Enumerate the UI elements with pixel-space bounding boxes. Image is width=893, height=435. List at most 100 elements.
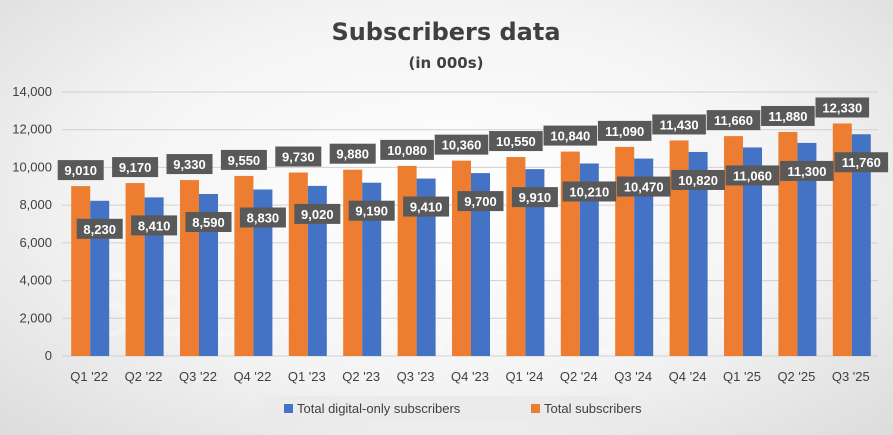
data-label-box <box>112 157 159 178</box>
bar <box>615 146 635 356</box>
bar <box>634 158 654 356</box>
x-tick-label: Q1 '24 <box>505 369 543 384</box>
data-label: 8,590 <box>192 215 225 230</box>
data-label-box <box>220 149 267 170</box>
data-label-box <box>294 203 341 224</box>
x-tick-label: Q4 '23 <box>451 369 489 384</box>
data-label-box <box>380 139 434 160</box>
legend-swatch <box>531 404 540 413</box>
bar <box>234 175 254 356</box>
data-label: 9,330 <box>173 157 206 172</box>
data-label: 11,300 <box>787 164 826 179</box>
bar <box>832 123 852 357</box>
bar <box>452 160 471 356</box>
legend: Total digital-only subscribers Total subs… <box>262 396 642 422</box>
data-label: 9,010 <box>64 163 97 178</box>
x-tick-label: Q2 '25 <box>777 369 815 384</box>
data-label: 9,880 <box>336 147 369 162</box>
bar <box>288 172 308 356</box>
data-label-box <box>239 207 286 228</box>
data-label: 9,910 <box>519 190 552 205</box>
bar <box>307 185 327 356</box>
bar <box>797 142 817 356</box>
data-label: 9,410 <box>410 200 443 215</box>
bars <box>71 123 871 357</box>
data-label-box <box>166 154 213 175</box>
data-label-box <box>671 169 725 190</box>
bar <box>506 157 526 356</box>
data-label: 9,170 <box>119 160 152 175</box>
bar <box>397 165 417 356</box>
data-label-box <box>76 218 123 239</box>
bar <box>180 180 199 356</box>
data-label-box <box>275 146 322 167</box>
y-tick-label: 14,000 <box>12 84 52 99</box>
y-tick-label: 2,000 <box>19 310 52 325</box>
bar <box>343 169 363 356</box>
data-label-box <box>834 152 889 173</box>
x-tick-label: Q1 '23 <box>288 369 326 384</box>
x-tick-label: Q4 '24 <box>669 369 707 384</box>
data-label-box <box>725 165 780 186</box>
data-labels: 8,230 8,410 8,590 8,830 9,020 9,190 9,410 9,700… <box>57 97 889 239</box>
y-tick-label: 12,000 <box>12 122 52 137</box>
y-tick-label: 0 <box>45 348 52 363</box>
data-label: 11,660 <box>714 113 753 128</box>
data-label: 9,020 <box>301 207 334 222</box>
data-label: 11,880 <box>768 109 807 124</box>
legend-label: Total subscribers <box>544 401 642 416</box>
data-label: 11,430 <box>660 117 699 132</box>
y-tick-label: 6,000 <box>19 235 52 250</box>
bar <box>199 194 218 356</box>
bar <box>724 136 743 356</box>
data-label: 10,080 <box>387 143 427 158</box>
bar <box>579 163 599 356</box>
data-label: 11,060 <box>733 168 772 183</box>
data-label: 10,550 <box>496 134 536 149</box>
data-label-box <box>57 160 104 181</box>
data-label-box <box>761 105 815 126</box>
x-tick-label: Q3 '25 <box>832 369 870 384</box>
bar <box>743 147 762 356</box>
x-tick-label: Q2 '23 <box>342 369 380 384</box>
bar <box>778 131 798 356</box>
x-tick-label: Q3 '22 <box>179 369 217 384</box>
data-label-box <box>185 212 232 233</box>
data-label-box <box>562 181 617 202</box>
data-label-box <box>616 176 671 197</box>
data-label-box <box>489 131 543 152</box>
data-label-box <box>348 200 395 221</box>
x-tick-label: Q3 '24 <box>614 369 652 384</box>
data-label: 8,830 <box>247 210 280 225</box>
data-label: 8,410 <box>138 218 171 233</box>
x-tick-label: Q4 '22 <box>233 369 271 384</box>
data-label: 9,700 <box>464 194 497 209</box>
bar <box>71 186 91 356</box>
x-tick-label: Q2 '24 <box>560 369 598 384</box>
data-label: 10,470 <box>624 180 664 195</box>
data-label: 11,090 <box>605 124 644 139</box>
bar <box>90 200 110 356</box>
bar <box>471 173 490 356</box>
y-tick-label: 4,000 <box>19 273 52 288</box>
data-label-box <box>780 160 834 181</box>
data-label-box <box>815 97 870 118</box>
y-axis: 0 2,000 4,000 6,000 8,000 10,000 12,000 14,000 <box>12 84 52 363</box>
x-axis: Q1 '22 Q2 '22 Q3 '22 Q4 '22 Q1 '23 Q2 '23 Q3 '… <box>70 369 870 384</box>
data-label-box <box>511 187 558 208</box>
data-label-box <box>652 114 706 135</box>
bar <box>851 134 871 356</box>
bar <box>125 183 145 356</box>
data-label: 9,190 <box>355 204 388 219</box>
x-tick-label: Q1 '22 <box>70 369 108 384</box>
bar <box>253 189 273 356</box>
bar <box>362 182 382 356</box>
chart-subtitle: (in 000s) <box>409 54 484 72</box>
legend-label: Total digital-only subscribers <box>297 401 461 416</box>
y-tick-label: 10,000 <box>12 159 52 174</box>
data-label-box <box>457 191 504 212</box>
data-label: 10,840 <box>550 129 590 144</box>
data-label: 10,210 <box>569 184 609 199</box>
data-label-box <box>597 120 652 141</box>
data-label-box <box>403 196 450 217</box>
